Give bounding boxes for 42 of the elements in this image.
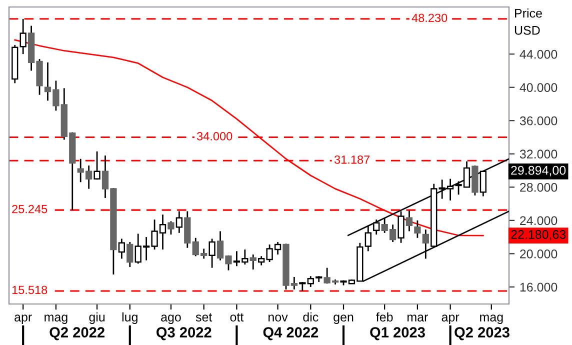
annotation: 22.180,63 <box>511 230 566 240</box>
x-tick-label: apr <box>14 314 32 324</box>
x2-tick-label: Q2 2022 <box>50 327 104 340</box>
x-tick-label: set <box>196 313 212 322</box>
x-tick-label: mag <box>44 314 68 324</box>
x-tick-label: mag <box>480 314 503 324</box>
x-tick-label: gen <box>334 314 354 324</box>
ref-line-label: 48.230 <box>412 14 448 22</box>
y-tick-label: 20.000 <box>520 249 558 258</box>
x-tick-label: nov <box>268 314 288 322</box>
candlestick <box>480 170 487 197</box>
y-tick-label: 40.000 <box>520 83 558 92</box>
x-tick-label: ott <box>230 313 244 322</box>
x-tick-label: lug <box>122 312 138 324</box>
y-axis-title: Price USD <box>514 8 542 35</box>
x-tick-label: giu <box>89 312 105 324</box>
x2-tick-label: Q2 2023 <box>454 327 510 340</box>
candlestick <box>176 210 183 234</box>
y-tick-label: 36.000 <box>520 116 558 126</box>
x-tick-label: dic <box>303 312 318 322</box>
ref-line-label: 15.518 <box>12 286 48 294</box>
annotation: 29.894,00 <box>511 166 566 176</box>
x2-tick-label: Q1 2023 <box>370 327 425 340</box>
ref-line-label: 34.000 <box>196 132 232 140</box>
y-tick-label: 16.000 <box>520 282 558 292</box>
ref-line-label: 25.245 <box>12 204 48 214</box>
x-tick-label: mar <box>408 314 428 322</box>
y-tick-label: 32.000 <box>520 150 558 159</box>
x-tick-label: apr <box>442 314 460 324</box>
x-tick-label: ago <box>161 314 181 324</box>
candlestick <box>414 220 421 239</box>
x2-tick-label: Q3 2022 <box>156 327 212 340</box>
candlestick <box>208 238 216 269</box>
y-tick-label: 28.000 <box>520 182 558 192</box>
y-tick-label: 44.000 <box>520 50 558 59</box>
x-tick-label: feb <box>376 312 393 322</box>
x2-tick-label: Q4 2022 <box>263 327 318 340</box>
candlestick <box>94 150 100 180</box>
ref-line-label: 31.187 <box>334 155 370 164</box>
candlestick <box>118 238 125 260</box>
y-tick-label: 24.000 <box>520 216 558 226</box>
candlestick <box>20 18 26 55</box>
